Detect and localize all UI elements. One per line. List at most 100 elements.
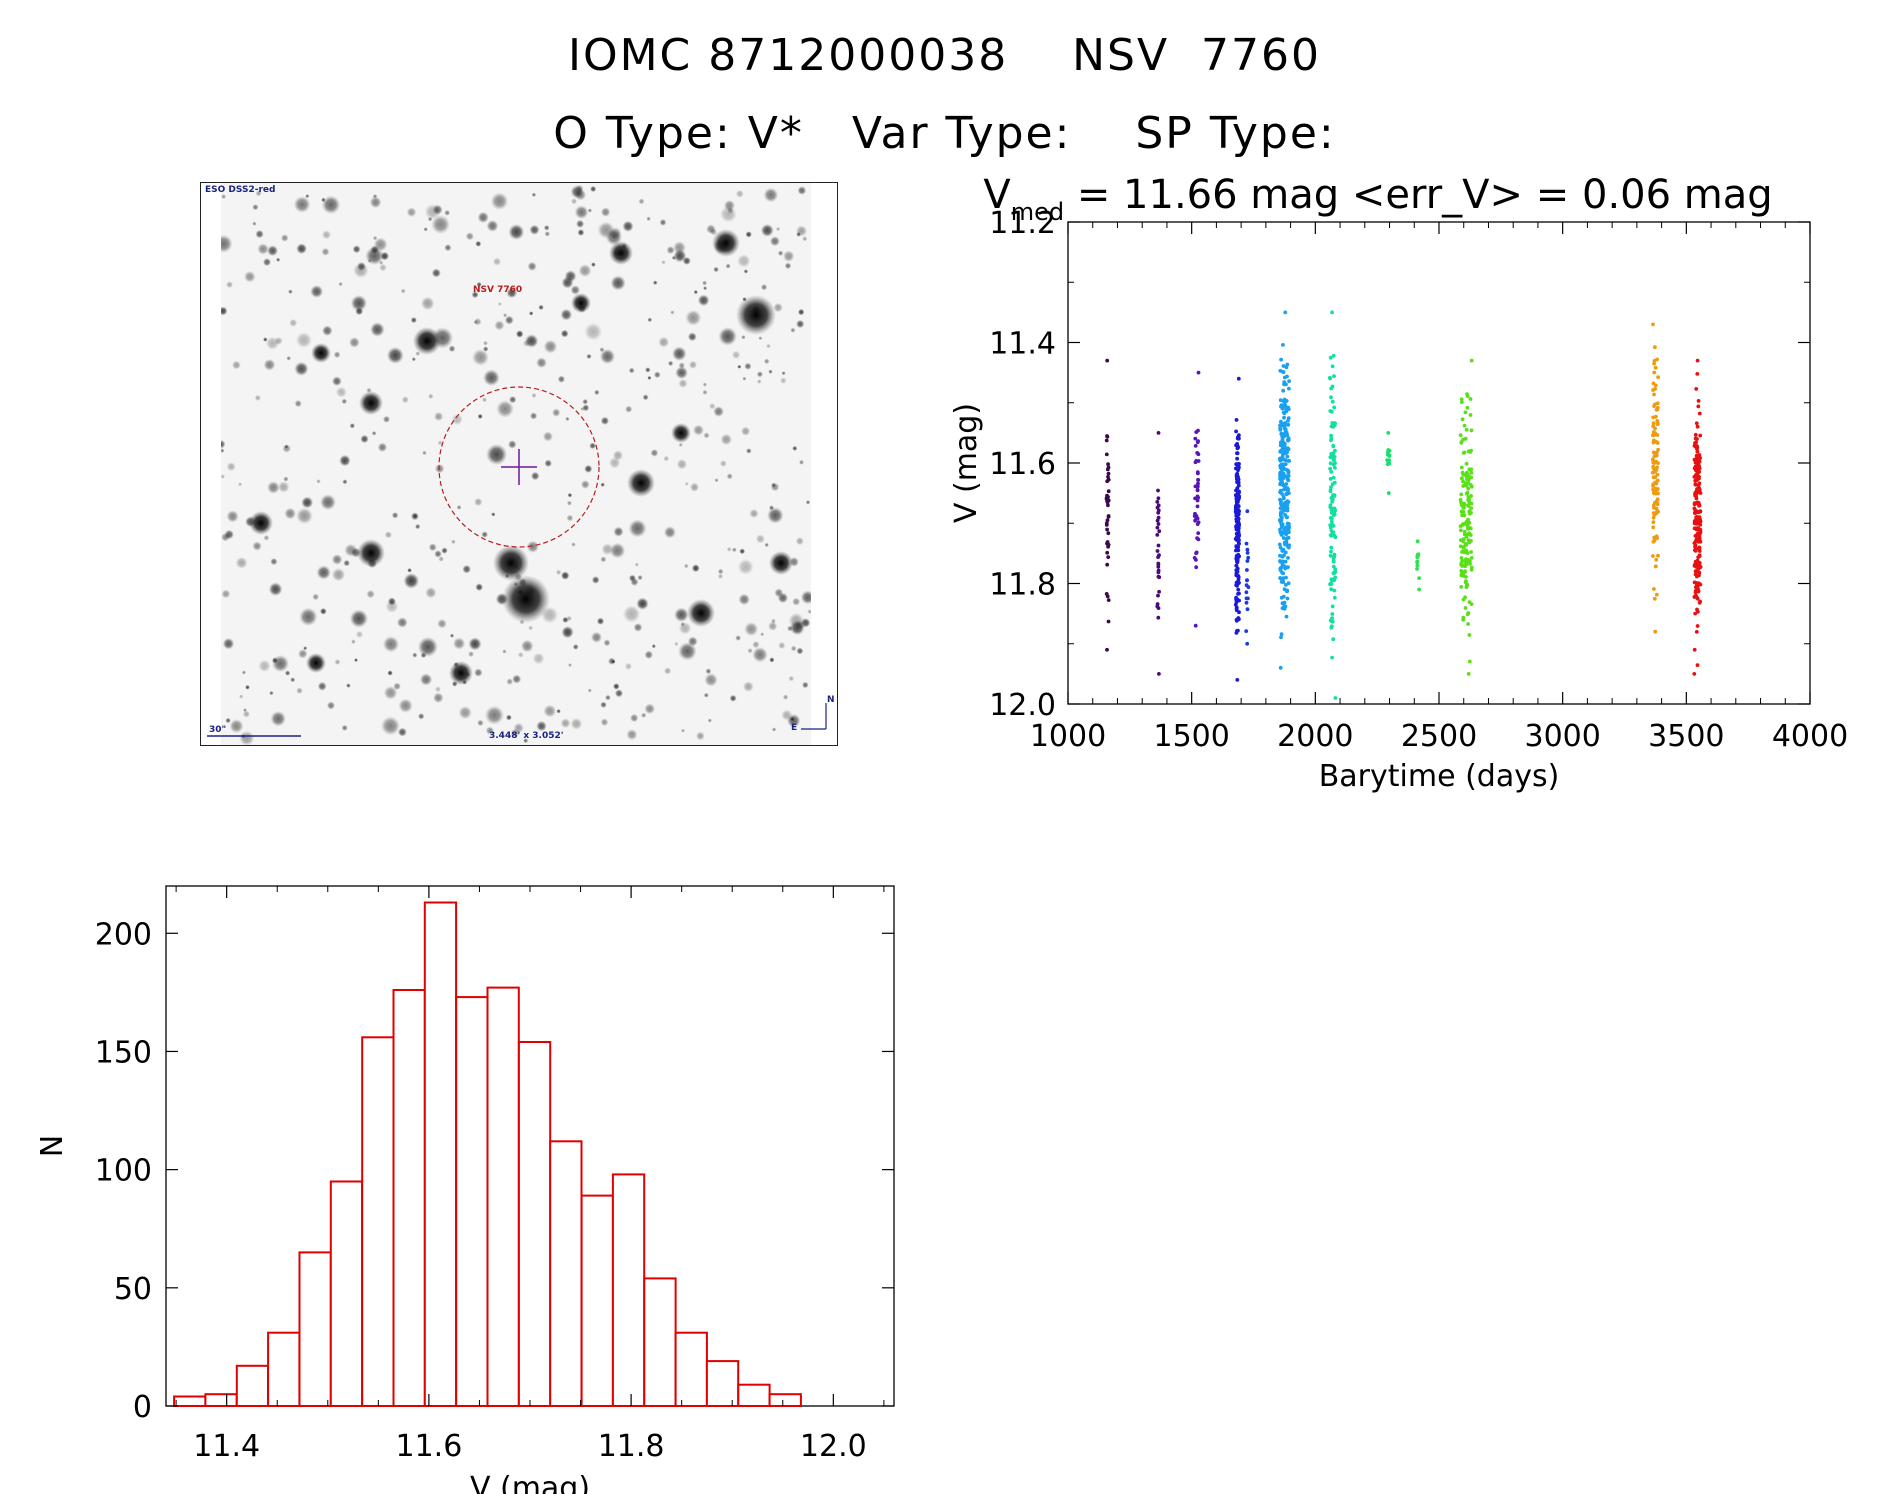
data-point — [1651, 515, 1656, 520]
x-tick-label: 2500 — [1401, 719, 1477, 754]
data-point — [1286, 556, 1290, 560]
star — [267, 481, 280, 494]
star — [747, 648, 753, 654]
star — [241, 670, 246, 675]
star — [407, 568, 412, 573]
data-point — [1157, 529, 1162, 534]
star — [412, 652, 418, 658]
star — [652, 280, 658, 285]
star — [496, 400, 514, 418]
y-tick-label: 12.0 — [989, 688, 1056, 723]
data-point — [1651, 430, 1656, 434]
data-point — [1155, 525, 1160, 530]
data-point — [1415, 563, 1420, 568]
star — [570, 198, 578, 205]
data-point — [1236, 436, 1241, 441]
data-point — [1283, 604, 1288, 609]
star — [659, 219, 667, 226]
data-point — [1696, 404, 1701, 409]
star — [506, 714, 512, 721]
data-point — [1651, 424, 1656, 429]
star — [582, 398, 588, 405]
star — [349, 337, 360, 348]
data-point — [1196, 370, 1201, 375]
x-axis-label: Barytime (days) — [1319, 759, 1560, 794]
data-point — [1330, 498, 1335, 503]
data-point — [1333, 448, 1337, 453]
star — [411, 357, 416, 362]
star — [601, 543, 614, 556]
data-point — [1237, 610, 1241, 615]
data-point — [1244, 596, 1249, 601]
histogram-bar — [674, 1331, 708, 1408]
star — [560, 308, 573, 321]
data-point — [1156, 593, 1160, 598]
data-point — [1461, 437, 1465, 442]
star — [316, 479, 321, 484]
bright-star — [449, 661, 473, 685]
data-point — [1245, 641, 1250, 646]
star — [434, 550, 442, 558]
star — [799, 459, 804, 465]
data-point — [1280, 434, 1285, 439]
data-point — [1656, 491, 1660, 496]
histogram-bar — [737, 1383, 771, 1408]
star — [433, 411, 444, 422]
star — [586, 353, 592, 359]
star — [633, 623, 643, 632]
x-tick-label: 1500 — [1153, 719, 1229, 754]
star — [725, 263, 731, 269]
star — [431, 268, 441, 278]
star — [288, 289, 293, 294]
star — [628, 367, 635, 374]
data-point — [1235, 567, 1240, 572]
data-point — [1333, 567, 1338, 572]
y-tick-label: 11.2 — [989, 206, 1056, 241]
star — [782, 694, 789, 700]
data-point — [1245, 509, 1250, 514]
data-point — [1280, 506, 1285, 510]
star — [613, 683, 620, 690]
data-point — [1245, 559, 1250, 563]
star — [425, 587, 437, 599]
data-point — [1193, 511, 1197, 516]
data-point — [1284, 614, 1289, 619]
data-point — [1697, 527, 1702, 532]
data-point — [1461, 506, 1466, 510]
bright-star — [627, 469, 655, 497]
star — [676, 458, 688, 470]
star — [529, 412, 538, 420]
data-point — [1652, 596, 1657, 601]
star — [644, 703, 656, 715]
data-point — [1104, 592, 1109, 596]
data-point — [1692, 580, 1697, 585]
data-point — [1387, 458, 1392, 462]
star — [570, 285, 581, 295]
star — [321, 230, 332, 240]
star — [398, 698, 413, 713]
star — [543, 225, 550, 231]
data-point — [1464, 534, 1469, 539]
star — [380, 251, 390, 261]
star — [290, 677, 296, 683]
data-point — [1285, 521, 1290, 526]
data-point — [1285, 362, 1290, 367]
data-point — [1386, 431, 1391, 435]
star — [805, 500, 811, 505]
data-point — [1462, 423, 1467, 428]
data-point — [1245, 578, 1249, 583]
star — [566, 615, 572, 622]
data-point — [1469, 602, 1474, 606]
data-point — [1279, 519, 1283, 523]
star — [492, 257, 502, 266]
histogram-bar — [486, 986, 520, 1407]
star — [333, 351, 341, 359]
data-point — [1328, 375, 1332, 380]
data-point — [1284, 583, 1288, 587]
star — [763, 187, 779, 203]
star — [737, 254, 751, 268]
data-point — [1156, 488, 1160, 493]
star — [383, 685, 398, 700]
star — [380, 716, 401, 736]
star — [622, 220, 634, 232]
